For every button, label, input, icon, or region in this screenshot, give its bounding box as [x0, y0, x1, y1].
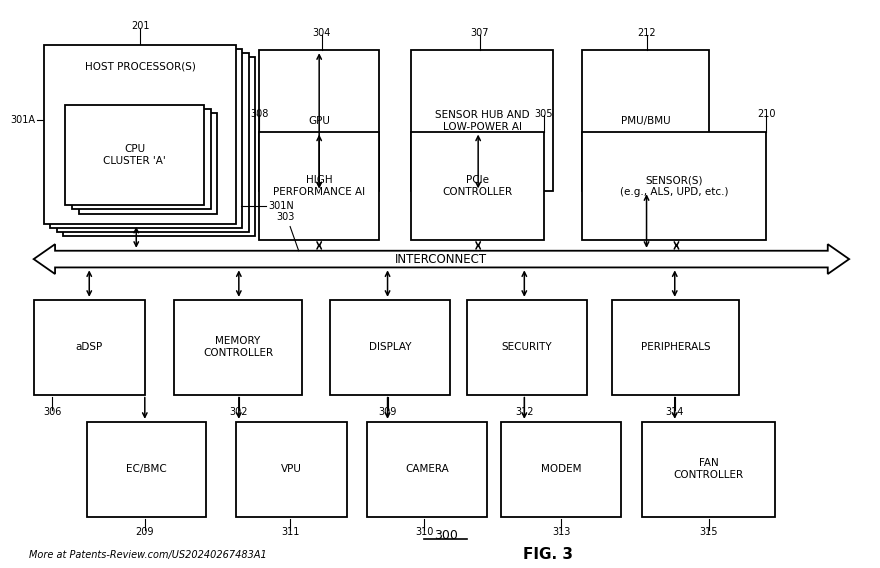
Bar [260, 132, 379, 240]
Bar [72, 109, 210, 209]
Bar [79, 114, 217, 214]
Text: 315: 315 [700, 527, 718, 537]
Bar [236, 422, 348, 517]
Bar [87, 422, 206, 517]
Text: SENSOR HUB AND
LOW-POWER AI: SENSOR HUB AND LOW-POWER AI [435, 110, 529, 132]
Text: CAMERA: CAMERA [405, 464, 449, 474]
Text: 313: 313 [552, 527, 570, 537]
Text: 305: 305 [535, 108, 554, 119]
Bar [57, 53, 249, 232]
Text: HOST PROCESSOR(S): HOST PROCESSOR(S) [84, 61, 195, 72]
Text: EC/BMC: EC/BMC [126, 464, 167, 474]
Text: 302: 302 [230, 407, 248, 417]
Bar [502, 422, 621, 517]
Text: 303: 303 [276, 212, 295, 222]
Text: 311: 311 [281, 527, 299, 537]
Text: MODEM: MODEM [541, 464, 582, 474]
Text: VPU: VPU [282, 464, 302, 474]
Bar [412, 132, 544, 240]
Text: SENSOR(S)
(e.g., ALS, UPD, etc.): SENSOR(S) (e.g., ALS, UPD, etc.) [620, 175, 729, 197]
Text: 307: 307 [471, 28, 489, 38]
Bar [367, 422, 487, 517]
Text: aDSP: aDSP [76, 342, 103, 352]
Text: FAN
CONTROLLER: FAN CONTROLLER [673, 458, 744, 480]
Text: MEMORY
CONTROLLER: MEMORY CONTROLLER [203, 336, 273, 358]
Text: 300: 300 [434, 529, 458, 542]
Text: FIG. 3: FIG. 3 [524, 547, 573, 562]
Bar [642, 422, 774, 517]
Bar [583, 132, 766, 240]
Text: 309: 309 [378, 407, 397, 417]
Polygon shape [33, 244, 849, 274]
Text: CPU
CLUSTER 'A': CPU CLUSTER 'A' [103, 144, 166, 165]
Bar [330, 300, 450, 395]
Bar [412, 51, 553, 191]
Text: 210: 210 [757, 108, 775, 119]
Bar [260, 51, 379, 191]
Text: 301N: 301N [268, 201, 295, 211]
Bar [65, 105, 204, 205]
Text: 308: 308 [250, 108, 268, 119]
Text: 212: 212 [637, 28, 656, 38]
Text: 306: 306 [43, 407, 62, 417]
Text: PMU/BMU: PMU/BMU [621, 116, 671, 126]
Bar [62, 57, 255, 236]
Bar [583, 51, 709, 191]
Bar [50, 49, 242, 228]
Text: 201: 201 [131, 22, 150, 31]
Bar [33, 300, 145, 395]
Text: 312: 312 [515, 407, 533, 417]
Text: PERIPHERALS: PERIPHERALS [641, 342, 710, 352]
Bar [612, 300, 739, 395]
Text: GPU: GPU [308, 116, 330, 126]
Text: DISPLAY: DISPLAY [369, 342, 411, 352]
Bar [44, 45, 236, 224]
Text: 304: 304 [312, 28, 331, 38]
Text: HIGH
PERFORMANCE AI: HIGH PERFORMANCE AI [273, 175, 365, 197]
Bar [174, 300, 302, 395]
Text: 301A: 301A [11, 115, 35, 125]
Text: INTERCONNECT: INTERCONNECT [395, 253, 488, 266]
Bar [467, 300, 587, 395]
Text: PCIe
CONTROLLER: PCIe CONTROLLER [443, 175, 513, 197]
Text: 209: 209 [136, 527, 154, 537]
Text: SECURITY: SECURITY [502, 342, 552, 352]
Text: 314: 314 [665, 407, 684, 417]
Text: 310: 310 [415, 527, 434, 537]
Text: More at Patents-Review.com/US20240267483A1: More at Patents-Review.com/US20240267483… [28, 550, 267, 559]
